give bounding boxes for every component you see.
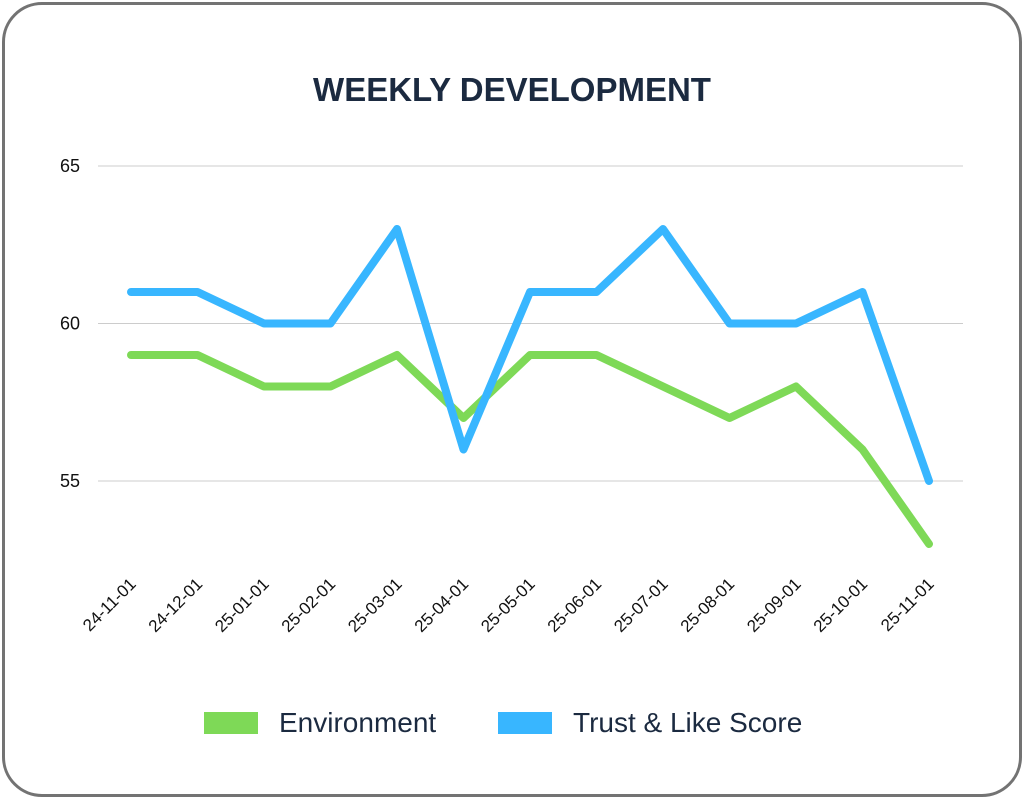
legend-label: Trust & Like Score <box>573 707 802 738</box>
legend-label: Environment <box>279 707 436 738</box>
x-tick-label: 25-09-01 <box>743 574 805 636</box>
x-tick-label: 25-01-01 <box>211 574 273 636</box>
y-tick-label: 65 <box>60 156 80 176</box>
series-line-0 <box>127 351 933 548</box>
x-tick-label: 25-06-01 <box>544 574 606 636</box>
x-tick-label: 25-08-01 <box>677 574 739 636</box>
y-tick-label: 55 <box>60 471 80 491</box>
x-tick-label: 25-07-01 <box>610 574 672 636</box>
y-tick-label: 60 <box>60 314 80 334</box>
x-tick-label: 25-11-01 <box>877 574 938 635</box>
x-tick-label: 25-03-01 <box>344 574 406 636</box>
legend-swatch <box>498 712 552 734</box>
x-tick-label: 25-04-01 <box>411 574 473 636</box>
x-tick-label: 25-02-01 <box>278 574 340 636</box>
legend-swatch <box>204 712 258 734</box>
x-tick-label: 25-10-01 <box>810 574 872 636</box>
chart-title: WEEKLY DEVELOPMENT <box>313 71 711 108</box>
x-tick-label: 25-05-01 <box>477 574 539 636</box>
x-tick-label: 24-12-01 <box>145 574 207 636</box>
x-tick-label: 24-11-01 <box>79 574 140 635</box>
